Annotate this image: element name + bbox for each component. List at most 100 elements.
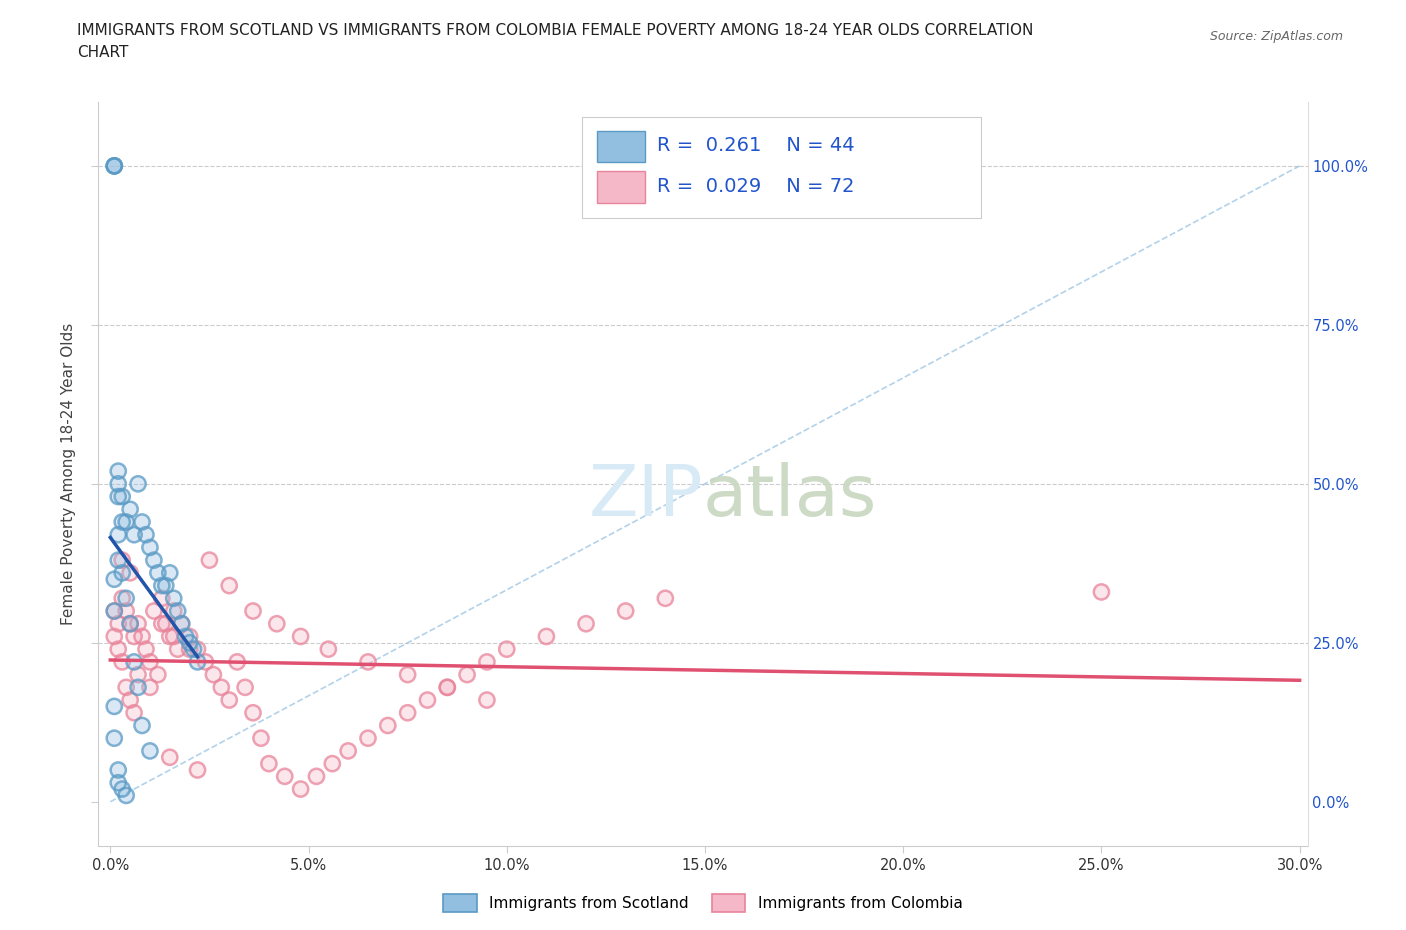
Point <box>146 565 169 580</box>
Point <box>183 642 205 657</box>
Point <box>103 699 125 714</box>
Point <box>127 617 149 631</box>
Point <box>163 604 186 618</box>
Point <box>107 464 129 479</box>
Point <box>266 617 288 631</box>
Point <box>103 604 125 618</box>
Point <box>122 705 145 720</box>
Point <box>115 604 138 618</box>
Text: Source: ZipAtlas.com: Source: ZipAtlas.com <box>1209 30 1343 43</box>
Point <box>183 642 205 657</box>
Point <box>475 655 498 670</box>
Point <box>120 617 142 631</box>
Point <box>111 565 134 580</box>
Point <box>202 667 225 682</box>
FancyBboxPatch shape <box>596 171 645 203</box>
Point <box>396 705 419 720</box>
Point <box>186 763 208 777</box>
Point <box>257 756 280 771</box>
Point <box>456 667 478 682</box>
Point <box>120 565 142 580</box>
Point <box>127 476 149 491</box>
Point <box>120 693 142 708</box>
Point <box>122 629 145 644</box>
Point <box>107 476 129 491</box>
Point <box>218 693 240 708</box>
Point <box>103 699 125 714</box>
Point <box>170 617 193 631</box>
Point <box>135 527 157 542</box>
Point <box>159 750 181 764</box>
Point <box>127 667 149 682</box>
Point <box>290 781 312 796</box>
Point <box>163 629 186 644</box>
Point <box>111 781 134 796</box>
Point <box>146 565 169 580</box>
Point <box>111 489 134 504</box>
Text: R =  0.029    N = 72: R = 0.029 N = 72 <box>657 177 855 196</box>
Point <box>209 680 232 695</box>
Point <box>170 617 193 631</box>
Point <box>107 552 129 567</box>
Point <box>139 743 162 758</box>
Point <box>159 629 181 644</box>
FancyBboxPatch shape <box>582 117 981 218</box>
Point <box>198 552 221 567</box>
Point <box>103 604 125 618</box>
Point <box>396 667 419 682</box>
Point <box>127 476 149 491</box>
Point <box>135 642 157 657</box>
Point <box>142 604 165 618</box>
Point <box>103 158 125 173</box>
Point <box>233 680 256 695</box>
Point <box>139 680 162 695</box>
Point <box>218 693 240 708</box>
Point <box>321 756 343 771</box>
Point <box>357 655 380 670</box>
Point <box>209 680 232 695</box>
Point <box>475 693 498 708</box>
Point <box>166 642 188 657</box>
Point <box>107 763 129 777</box>
Point <box>274 769 297 784</box>
Point <box>436 680 458 695</box>
Point <box>198 552 221 567</box>
Point <box>179 629 201 644</box>
Point <box>194 655 217 670</box>
Point <box>179 635 201 650</box>
Point <box>146 667 169 682</box>
Point <box>127 680 149 695</box>
Point <box>111 489 134 504</box>
Point <box>103 158 125 173</box>
Point <box>1090 584 1112 599</box>
Point <box>107 617 129 631</box>
Point <box>536 629 558 644</box>
Point <box>115 788 138 803</box>
Point <box>103 604 125 618</box>
Point <box>242 604 264 618</box>
Point <box>179 642 201 657</box>
Text: R =  0.261    N = 44: R = 0.261 N = 44 <box>657 136 855 155</box>
Point <box>111 591 134 605</box>
Point <box>290 629 312 644</box>
Point <box>174 629 197 644</box>
Point <box>103 158 125 173</box>
Point <box>107 617 129 631</box>
Text: CHART: CHART <box>77 45 129 60</box>
Point <box>127 667 149 682</box>
Point <box>127 680 149 695</box>
Point <box>170 617 193 631</box>
Point <box>318 642 340 657</box>
Point <box>614 604 637 618</box>
Point <box>218 578 240 593</box>
Point <box>150 578 173 593</box>
Point <box>1090 584 1112 599</box>
Point <box>103 731 125 746</box>
Point <box>115 591 138 605</box>
Point <box>357 731 380 746</box>
Point <box>186 655 208 670</box>
Point <box>321 756 343 771</box>
Point <box>250 731 273 746</box>
Point <box>318 642 340 657</box>
Point <box>115 604 138 618</box>
